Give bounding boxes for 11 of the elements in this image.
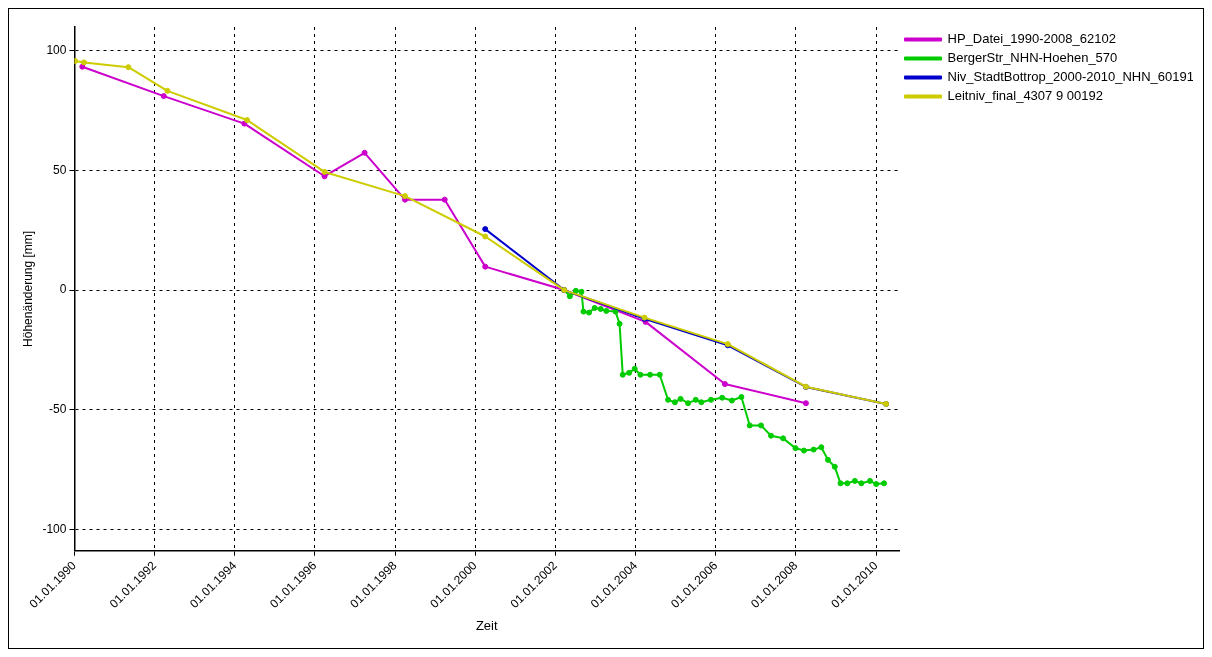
legend-label: HP_Datei_1990-2008_62102: [947, 31, 1116, 47]
y-tick-label: 0: [59, 282, 67, 297]
y-tick-label: -100: [42, 521, 67, 536]
y-axis-title: Höhenänderung [mm]: [20, 230, 35, 347]
legend-label: Leitniv_final_4307 9 00192: [947, 88, 1103, 104]
legend-label: BergerStr_NHN-Hoehen_570: [947, 50, 1118, 66]
y-tick-label: 50: [53, 162, 67, 177]
x-axis-title: Zeit: [475, 617, 498, 633]
y-tick-label: -50: [49, 401, 67, 416]
legend-label: Niv_StadtBottrop_2000-2010_NHN_60191: [947, 69, 1194, 85]
y-tick-label: 100: [46, 43, 67, 58]
